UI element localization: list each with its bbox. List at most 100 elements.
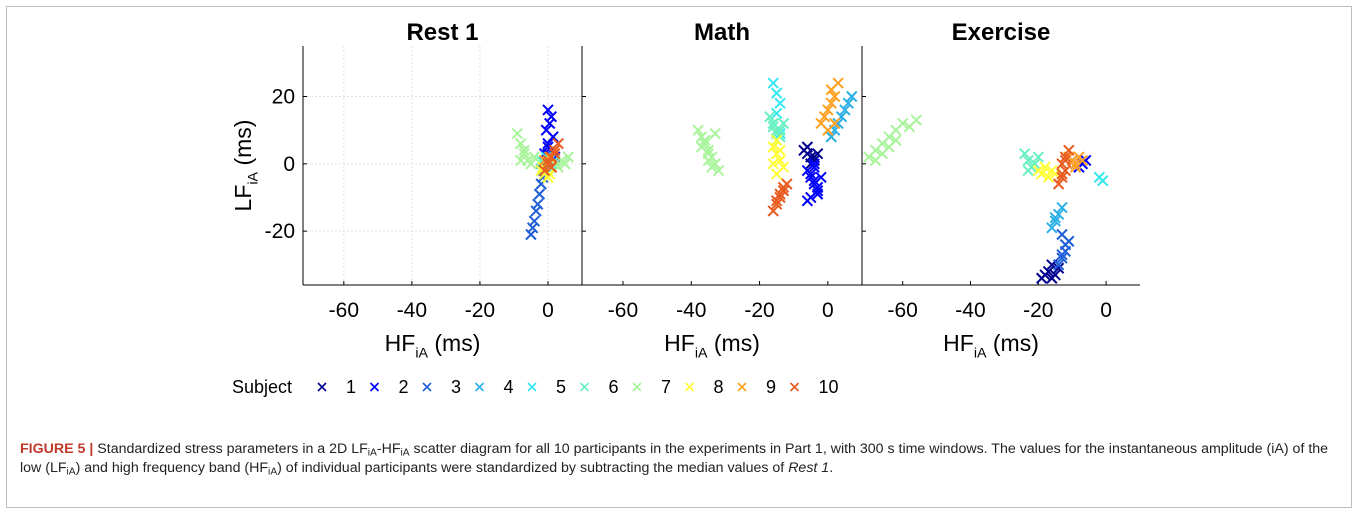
data-point <box>770 134 783 146</box>
data-point <box>910 114 922 126</box>
data-point <box>1039 161 1051 173</box>
data-point <box>770 87 783 99</box>
legend-marker <box>632 382 642 392</box>
data-point <box>702 154 715 167</box>
x-tick-label: -60 <box>888 299 918 322</box>
data-point <box>846 90 858 103</box>
x-tick-label: -20 <box>744 299 774 322</box>
data-point <box>528 215 541 227</box>
x-axis-label: HFiA (ms) <box>664 330 760 361</box>
panel-title: Rest 1 <box>406 19 478 46</box>
caption-text: ) of individual participants were standa… <box>277 460 789 476</box>
y-axis-label: LFiA (ms) <box>230 120 261 212</box>
data-point <box>533 188 546 200</box>
data-point <box>1056 252 1068 264</box>
data-point <box>530 205 542 217</box>
figure-caption: FIGURE 5 | Standardized stress parameter… <box>20 440 1340 478</box>
caption-text: -HF <box>376 441 401 457</box>
data-point <box>1022 154 1034 167</box>
data-point <box>767 205 779 217</box>
data-point <box>543 168 556 180</box>
legend-title: Subject <box>232 377 292 397</box>
data-point <box>528 151 541 163</box>
legend-label: 9 <box>766 377 776 397</box>
data-point <box>825 97 837 109</box>
data-point <box>1049 215 1061 227</box>
caption-label: FIGURE 5 | <box>20 441 94 457</box>
y-tick-label: 20 <box>272 85 295 108</box>
legend-label: 8 <box>714 377 724 397</box>
data-point <box>1042 265 1055 278</box>
x-tick-label: -60 <box>329 299 359 322</box>
x-tick-label: -40 <box>955 299 985 322</box>
data-point <box>1063 235 1075 247</box>
data-point <box>547 131 559 143</box>
caption-sub: iA <box>66 466 76 478</box>
data-point <box>532 198 544 210</box>
data-point <box>695 141 708 153</box>
y-tick-label: 0 <box>283 153 295 176</box>
data-point <box>1056 201 1068 214</box>
y-tick-label: -20 <box>265 220 295 243</box>
caption-sub: iA <box>400 447 410 459</box>
data-point <box>808 174 820 187</box>
data-point <box>770 195 783 207</box>
data-point <box>801 195 814 207</box>
data-point <box>709 127 721 140</box>
data-point <box>1052 262 1065 274</box>
data-point <box>811 188 824 200</box>
x-tick-label: 0 <box>822 299 834 322</box>
legend-label: 2 <box>399 377 409 397</box>
legend-marker <box>369 382 380 392</box>
x-tick-label: -20 <box>1023 299 1053 322</box>
data-point <box>525 158 537 170</box>
legend-marker <box>789 382 800 392</box>
data-point <box>832 117 844 130</box>
data-point <box>1022 164 1034 177</box>
data-point <box>545 161 558 173</box>
data-point <box>542 104 554 116</box>
data-point <box>543 117 556 130</box>
caption-italic: Rest 1 <box>788 460 830 476</box>
data-point <box>825 84 837 96</box>
data-point <box>828 90 841 103</box>
scatter-figure: Rest 1 -60 -40 -20 0 -20 0 20 HFiA (ms) LFiA (ms)… <box>230 19 1140 397</box>
data-point <box>1052 259 1065 271</box>
data-point <box>818 110 831 123</box>
data-point <box>825 131 837 143</box>
legend-label: 7 <box>661 377 671 397</box>
x-tick-label: -40 <box>397 299 427 322</box>
data-point <box>767 77 779 89</box>
legend-marker <box>684 382 695 392</box>
legend-marker <box>317 382 327 392</box>
caption-text: scatter diagram for all 10 participants … <box>20 441 1329 476</box>
legend-label: 10 <box>819 377 839 397</box>
x-tick-label: -40 <box>676 299 706 322</box>
figure-frame <box>6 6 1352 508</box>
data-point <box>1032 151 1044 163</box>
data-point <box>1059 154 1072 167</box>
data-point <box>774 97 786 109</box>
data-point <box>706 161 718 173</box>
data-point <box>890 134 902 146</box>
data-point <box>511 127 524 140</box>
data-point <box>515 137 527 150</box>
legend-marker <box>579 382 590 392</box>
data-point <box>774 144 786 157</box>
data-point <box>552 137 564 150</box>
data-point <box>1097 174 1109 187</box>
legend-label: 1 <box>346 377 356 397</box>
data-point <box>777 181 790 194</box>
data-point <box>515 154 527 167</box>
data-point <box>549 148 561 160</box>
data-point <box>559 158 571 170</box>
legend-label: 4 <box>504 377 514 397</box>
data-point <box>712 164 725 177</box>
legend-marker <box>422 382 432 392</box>
data-point <box>777 117 790 130</box>
panel-title: Math <box>694 19 750 46</box>
data-point <box>1056 171 1068 183</box>
data-point <box>842 97 855 109</box>
data-point <box>1059 245 1072 258</box>
data-point <box>1052 178 1065 190</box>
